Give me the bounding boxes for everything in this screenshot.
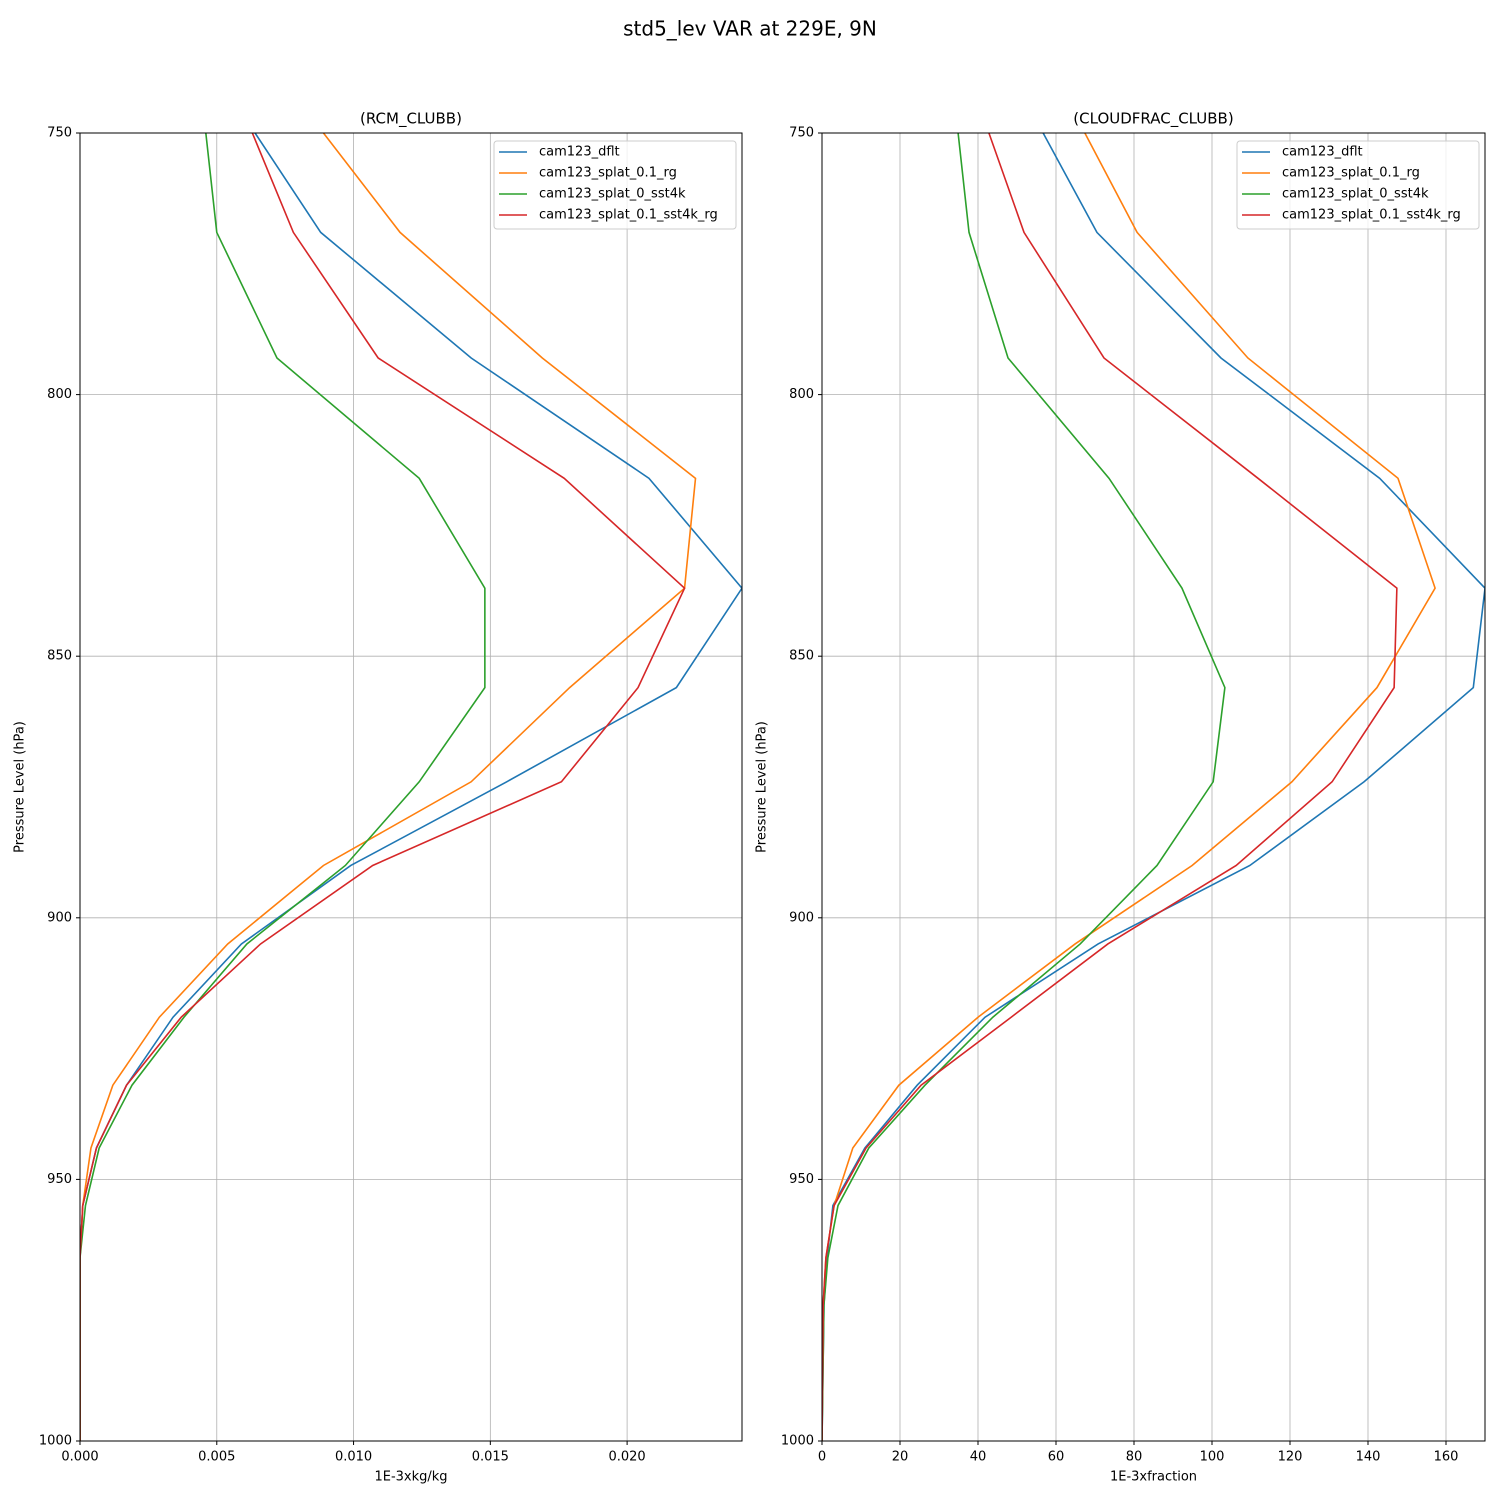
legend-label: cam123_splat_0.1_sst4k_rg [1282,208,1461,223]
legend-box [493,140,737,230]
x-axis-label: 1E-3xfraction [1110,1470,1197,1485]
series-line [822,133,1436,1441]
figure-title: std5_lev VAR at 229E, 9N [623,17,877,41]
x-tick-label: 0.020 [608,1450,645,1465]
series-line [822,133,1398,1441]
x-tick-label: 40 [970,1450,987,1465]
y-tick-label: 950 [789,1172,814,1187]
x-tick-label: 160 [1434,1450,1459,1465]
series-line [80,133,486,1441]
axes-title: (CLOUDFRAC_CLUBB) [1073,110,1233,129]
y-tick-label: 1000 [781,1434,814,1449]
y-tick-label: 1000 [39,1434,72,1449]
y-tick-label: 850 [789,649,814,664]
x-tick-label: 100 [1200,1450,1225,1465]
y-axis-label: Pressure Level (hPa) [755,721,770,853]
y-axis-label: Pressure Level (hPa) [13,721,28,853]
x-tick-label: 0.010 [335,1450,372,1465]
axes-title: (RCM_CLUBB) [360,110,462,129]
x-tick-label: 80 [1126,1450,1143,1465]
axes-frame [79,132,743,1442]
y-tick-label: 900 [47,910,72,925]
legend-label: cam123_dflt [1282,145,1363,160]
legend-label: cam123_dflt [539,145,620,160]
legend-label: cam123_splat_0.1_rg [1282,166,1420,181]
y-tick-label: 800 [789,387,814,402]
y-tick-label: 950 [47,1172,72,1187]
x-tick-label: 0.005 [198,1450,235,1465]
x-tick-label: 120 [1278,1450,1303,1465]
x-tick-label: 20 [892,1450,909,1465]
axes-frame [821,132,1486,1442]
legend-box [1236,140,1480,230]
y-tick-label: 850 [47,649,72,664]
x-tick-label: 0 [818,1450,826,1465]
x-axis-label: 1E-3xkg/kg [374,1470,447,1485]
series-line [80,133,697,1441]
series-line [80,133,686,1441]
series-line [80,133,742,1441]
legend-label: cam123_splat_0_sst4k [539,187,686,202]
series-line [822,133,1226,1441]
y-tick-label: 750 [47,126,72,141]
x-tick-label: 140 [1356,1450,1381,1465]
series-line [822,133,1485,1441]
legend-label: cam123_splat_0.1_sst4k_rg [539,208,718,223]
y-tick-label: 750 [789,126,814,141]
x-tick-label: 60 [1048,1450,1065,1465]
x-tick-label: 0.000 [61,1450,98,1465]
legend-label: cam123_splat_0_sst4k [1282,187,1429,202]
y-tick-label: 800 [47,387,72,402]
x-tick-label: 0.015 [472,1450,509,1465]
y-tick-label: 900 [789,910,814,925]
legend-label: cam123_splat_0.1_rg [539,166,677,181]
